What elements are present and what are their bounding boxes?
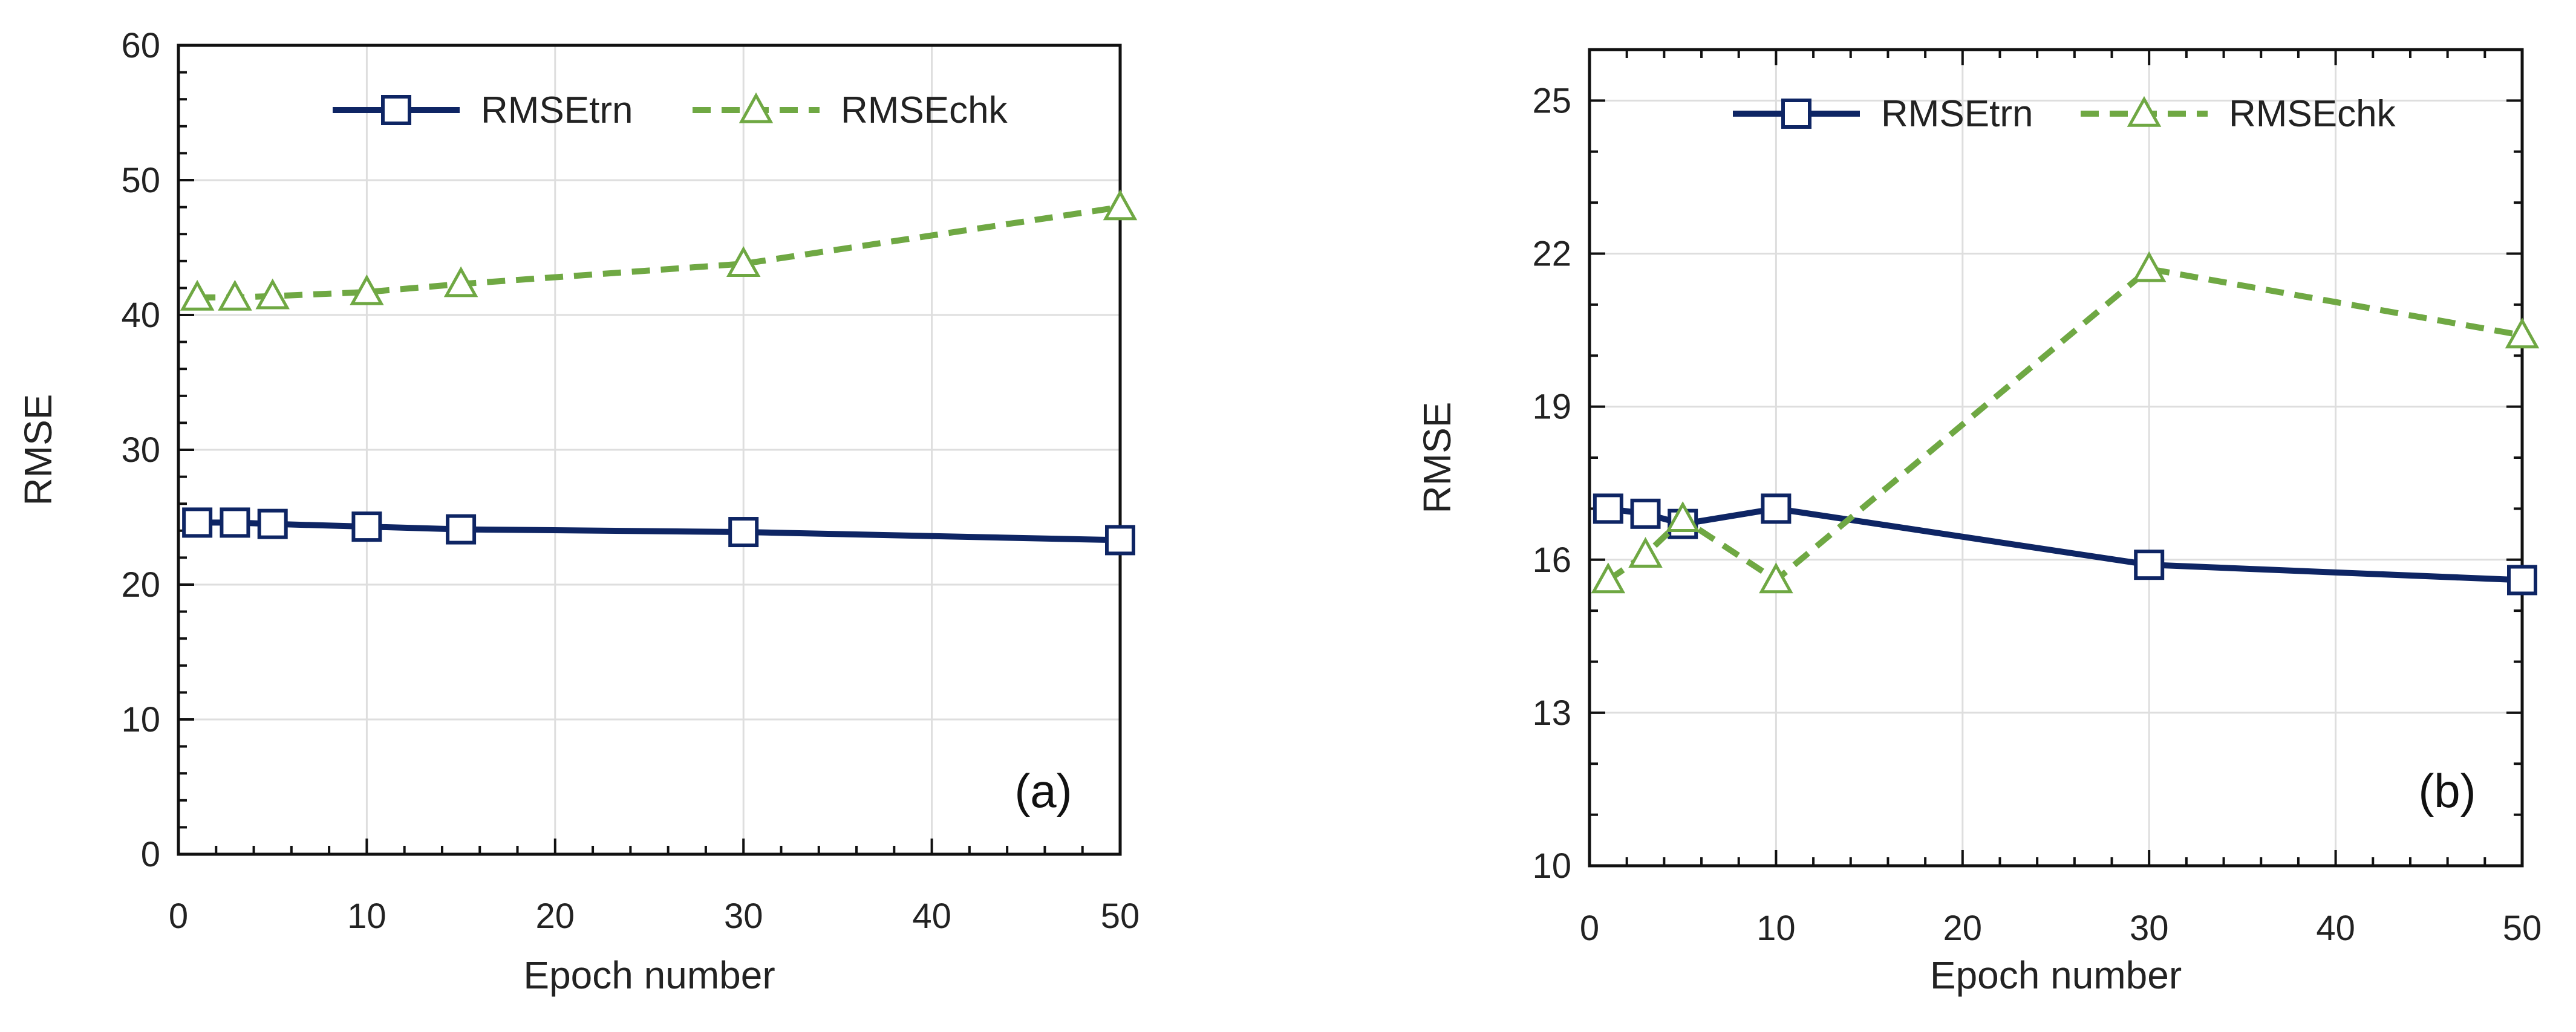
data-point [2134, 550, 2165, 580]
y-tick-label: 60 [121, 26, 160, 65]
data-point [257, 508, 288, 539]
data-point [2505, 317, 2540, 349]
data-point [180, 279, 215, 311]
series-RMSEtrn [182, 507, 1135, 556]
data-point [1628, 537, 1663, 568]
data-point [443, 266, 478, 297]
y-tick-label: 40 [121, 296, 160, 335]
x-axis-label: Epoch number [523, 953, 775, 997]
legend-marker-RMSEtrn [1781, 99, 1811, 129]
y-tick-label: 50 [121, 161, 160, 200]
y-tick-label: 20 [121, 565, 160, 605]
x-tick-label: 0 [1580, 909, 1599, 948]
data-point [1630, 498, 1661, 529]
data-point [218, 279, 252, 311]
y-tick-label: 13 [1532, 693, 1571, 733]
x-axis-label: Epoch number [1930, 953, 2182, 997]
data-point [1591, 562, 1626, 594]
y-tick-label: 0 [141, 835, 160, 874]
series-RMSEchk [180, 189, 1138, 311]
data-point [1665, 501, 1700, 532]
x-tick-label: 30 [2130, 909, 2169, 948]
data-point [1105, 525, 1135, 556]
series-line-RMSEtrn [197, 519, 1121, 544]
panel-label: (a) [1014, 764, 1072, 817]
data-point [1103, 189, 1138, 221]
legend-marker-RMSEchk [2127, 96, 2162, 127]
legend-label-RMSEtrn: RMSEtrn [1881, 93, 2033, 135]
legend: RMSEtrn RMSEchk [333, 89, 1008, 131]
legend-marker-RMSEtrn [381, 95, 411, 125]
x-tick-label: 50 [1101, 897, 1140, 936]
x-tick-label: 10 [347, 897, 386, 936]
x-tick-label: 20 [1943, 909, 1983, 948]
data-point [726, 246, 761, 277]
data-point [351, 511, 382, 542]
y-tick-label: 19 [1532, 388, 1571, 427]
data-point [2131, 251, 2167, 282]
legend-label-RMSEchk: RMSEchk [841, 89, 1008, 131]
x-tick-label: 40 [912, 897, 951, 936]
y-tick-label: 10 [121, 700, 160, 739]
y-tick-label: 22 [1532, 235, 1571, 274]
legend-label-RMSEtrn: RMSEtrn [481, 89, 633, 131]
series-line-RMSEtrn [1608, 505, 2523, 583]
y-axis-label: RMSE [16, 394, 60, 506]
data-point [728, 517, 759, 548]
data-point [2507, 565, 2537, 596]
y-tick-label: 10 [1532, 846, 1571, 886]
data-point [1761, 493, 1792, 524]
data-point [255, 278, 290, 310]
x-tick-label: 10 [1756, 909, 1796, 948]
x-tick-label: 0 [169, 897, 188, 936]
chart-panel-a: 0 10 20 30 40 50 60 0 10 20 30 40 50 Epoch number RMSE… [16, 26, 1140, 997]
y-tick-label: 25 [1532, 81, 1571, 120]
x-tick-label: 50 [2503, 909, 2542, 948]
data-point [446, 514, 477, 545]
data-point [182, 507, 213, 538]
x-tick-label: 20 [536, 897, 575, 936]
data-point [1593, 493, 1623, 524]
series-RMSEtrn [1593, 493, 2537, 596]
legend-label-RMSEchk: RMSEchk [2229, 93, 2396, 135]
y-tick-label: 16 [1532, 540, 1571, 580]
x-tick-label: 30 [724, 897, 763, 936]
series-RMSEchk [1591, 251, 2540, 594]
x-tick-label: 40 [2316, 909, 2355, 948]
panel-label: (b) [2418, 764, 2476, 817]
series-line-RMSEchk [197, 204, 1121, 301]
y-tick-label: 30 [121, 430, 160, 470]
plot-frame [1588, 48, 2524, 868]
series-line-RMSEchk [1606, 265, 2523, 583]
data-point [220, 507, 250, 538]
data-point [1759, 562, 1793, 594]
legend-marker-RMSEchk [739, 92, 774, 123]
data-point [350, 274, 384, 305]
legend: RMSEtrn RMSEchk [1733, 93, 2396, 135]
y-axis-label: RMSE [1415, 402, 1459, 514]
